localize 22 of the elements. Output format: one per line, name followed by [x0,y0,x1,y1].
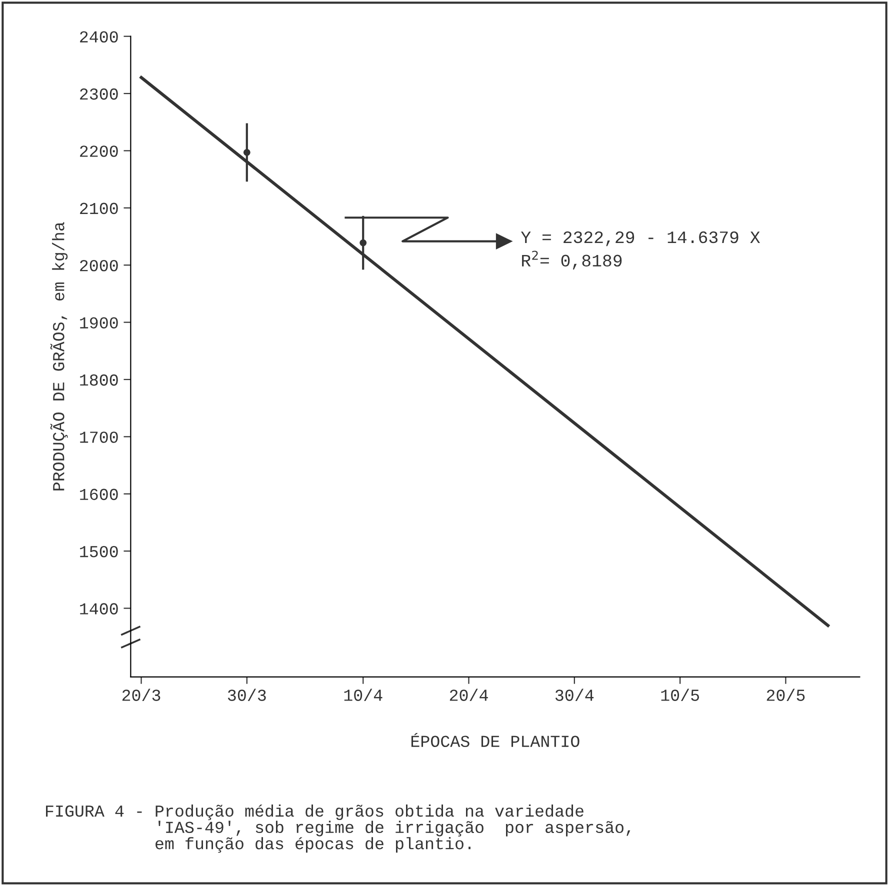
y-tick-label: 1800 [80,374,118,386]
x-tick-label: 30/4 [555,688,594,701]
x-tick-label: 20/5 [766,688,805,701]
y-tick-label: 1500 [80,546,118,558]
y-tick-label: 2100 [80,202,118,214]
y-tick-label: 1900 [80,317,118,328]
x-tick-label: 10/5 [661,688,699,701]
y-tick-label: 2000 [80,260,118,272]
y-tick-label: 2300 [80,88,118,100]
x-tick-label: 20/4 [450,688,488,701]
y-tick-label: 2400 [80,31,118,43]
y-tick-label: 1700 [80,432,118,443]
x-tick-label: 30/3 [228,688,266,701]
x-tick-label: 10/4 [344,688,382,701]
x-axis-title: ÉPOCAS DE PLANTIO [411,732,580,748]
x-tick-label: 20/3 [122,688,160,701]
y-tick-label: 2200 [80,146,118,157]
y-axis-title: PRODUÇÃO DE GRÃOS, em kg/ha [50,222,68,490]
text: FIGURA 4 - Produção média de grãos obtida na variedade 'IAS-49', sob regime de irrigação por aspersão, em função das épocas de plantio. [46,804,630,853]
y-tick-label: 1400 [80,603,118,614]
annotation: Y = 2322,29 - 14.6379 X R$^{2}$= 0,8189 [520,231,760,270]
y-tick-label: 1600 [80,488,118,500]
